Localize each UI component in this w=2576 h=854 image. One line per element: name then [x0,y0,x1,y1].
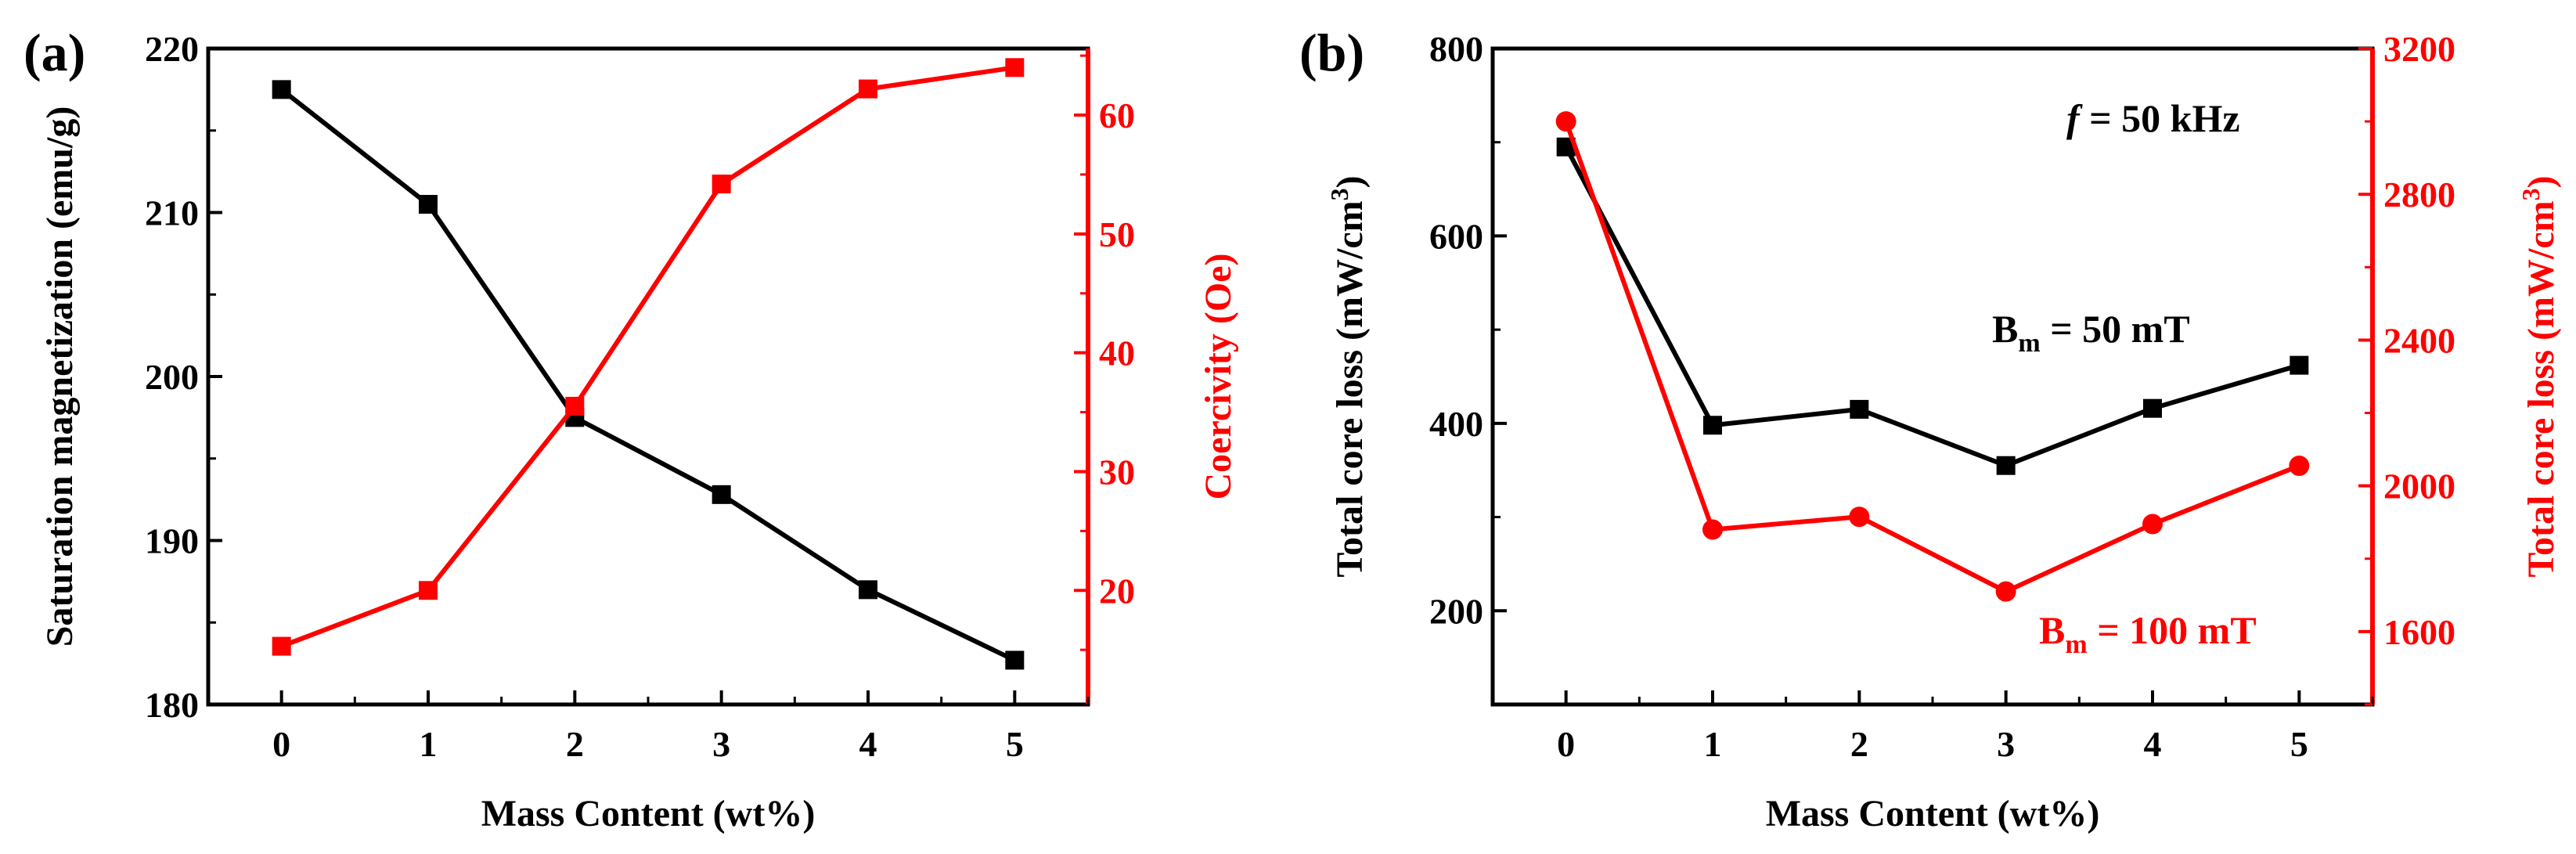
data-point [712,175,731,194]
data-point [1005,58,1025,77]
data-point [419,581,438,600]
x-tick-label: 2 [1850,724,1868,764]
x-tick-label: 0 [1557,724,1575,764]
bm-50-annotation: Bm = 50 mT [1992,307,2190,358]
series-line-1 [1564,146,2300,468]
x-tick-label: 3 [712,724,730,764]
panel-a-x-ticks: 0 1 2 3 4 5 [207,690,1090,764]
data-point [1703,416,1722,435]
data-point [272,80,291,99]
data-point [1702,519,1723,540]
x-tick-label: 5 [2290,724,2308,764]
panel-a-left-axis-label: Saturation magnetization (emu/g) [39,106,81,647]
left-tick-label: 200 [1429,591,1483,631]
panel-b-series [1555,111,2310,602]
x-tick-label: 0 [272,724,290,764]
panel-a-x-axis-label: Mass Content (wt%) [481,793,816,834]
right-tick-label: 3200 [2383,29,2455,69]
right-tick-label: 30 [1099,452,1135,492]
right-tick-label: 60 [1099,95,1135,135]
panel-a-frame [206,46,1090,707]
x-tick-label: 2 [566,724,584,764]
panel-b: (b) 0 1 2 3 4 5 200 400 600 800 1600 2000 2400 2800… [1299,23,2562,834]
data-point [2289,456,2310,477]
data-point [1850,399,1869,419]
x-tick-label: 4 [2144,724,2162,764]
right-tick-label: 2000 [2383,467,2455,506]
data-point [272,636,291,656]
data-point [1996,456,2016,475]
panel-b-x-axis-label: Mass Content (wt%) [1766,793,2100,834]
panel-a-right-axis-label: Coercivity (Oe) [1198,254,1239,500]
data-point [2143,398,2162,418]
panel-b-right-axis-label: Total core loss (mW/cm3) [2517,175,2562,577]
panel-a: (a) 0 1 2 3 4 5 180 190 200 210 220 20 30 40 50 60 Ma… [23,23,1239,834]
left-tick-label: 400 [1429,404,1483,444]
panel-b-label: (b) [1299,23,1364,82]
series-line-1 [279,88,1016,663]
frequency-annotation: f = 50 kHz [2066,96,2240,140]
right-tick-label: 2800 [2383,175,2455,214]
data-point [859,79,877,99]
panel-a-label: (a) [23,23,85,82]
right-tick-label: 50 [1099,214,1135,254]
right-tick-label: 40 [1099,333,1135,373]
data-point [1995,581,2016,602]
data-point [565,396,585,416]
left-tick-label: 180 [145,685,199,725]
panel-b-left-ticks: 200 400 600 800 [1429,29,1507,706]
left-tick-label: 200 [145,357,199,397]
data-point [1555,111,1576,132]
series-line-2 [1563,121,2300,594]
data-point [419,195,438,214]
left-tick-label: 800 [1429,29,1483,69]
panel-a-left-ticks: 180 190 200 210 220 [145,29,222,725]
data-point [2142,513,2163,535]
panel-b-right-ticks: 1600 2000 2400 2800 3200 [2358,29,2455,706]
data-point [712,485,731,504]
panel-b-x-ticks: 0 1 2 3 4 5 [1491,690,2374,764]
right-tick-label: 20 [1099,571,1135,611]
right-tick-label: 1600 [2383,612,2455,652]
right-tick-label: 2400 [2383,320,2455,360]
x-tick-label: 5 [1006,724,1024,764]
panel-b-left-axis-label: Total core loss (mW/cm3) [1325,175,1371,577]
panel-a-right-ticks: 20 30 40 50 60 [1074,54,1135,651]
x-tick-label: 1 [420,724,438,764]
x-tick-label: 4 [859,724,877,764]
series-line-2 [280,65,1015,649]
panel-b-frame [1490,46,2375,707]
left-tick-label: 600 [1429,216,1483,256]
left-tick-label: 210 [145,193,199,233]
x-tick-label: 1 [1704,724,1722,764]
left-tick-label: 190 [145,521,199,561]
left-tick-label: 220 [145,29,199,69]
x-tick-label: 3 [1997,724,2015,764]
panel-a-series [272,58,1025,670]
data-point [2290,355,2309,375]
bm-100-annotation: Bm = 100 mT [2039,608,2257,659]
data-point [1849,506,1870,528]
data-point [859,580,877,600]
data-point [1005,650,1025,670]
